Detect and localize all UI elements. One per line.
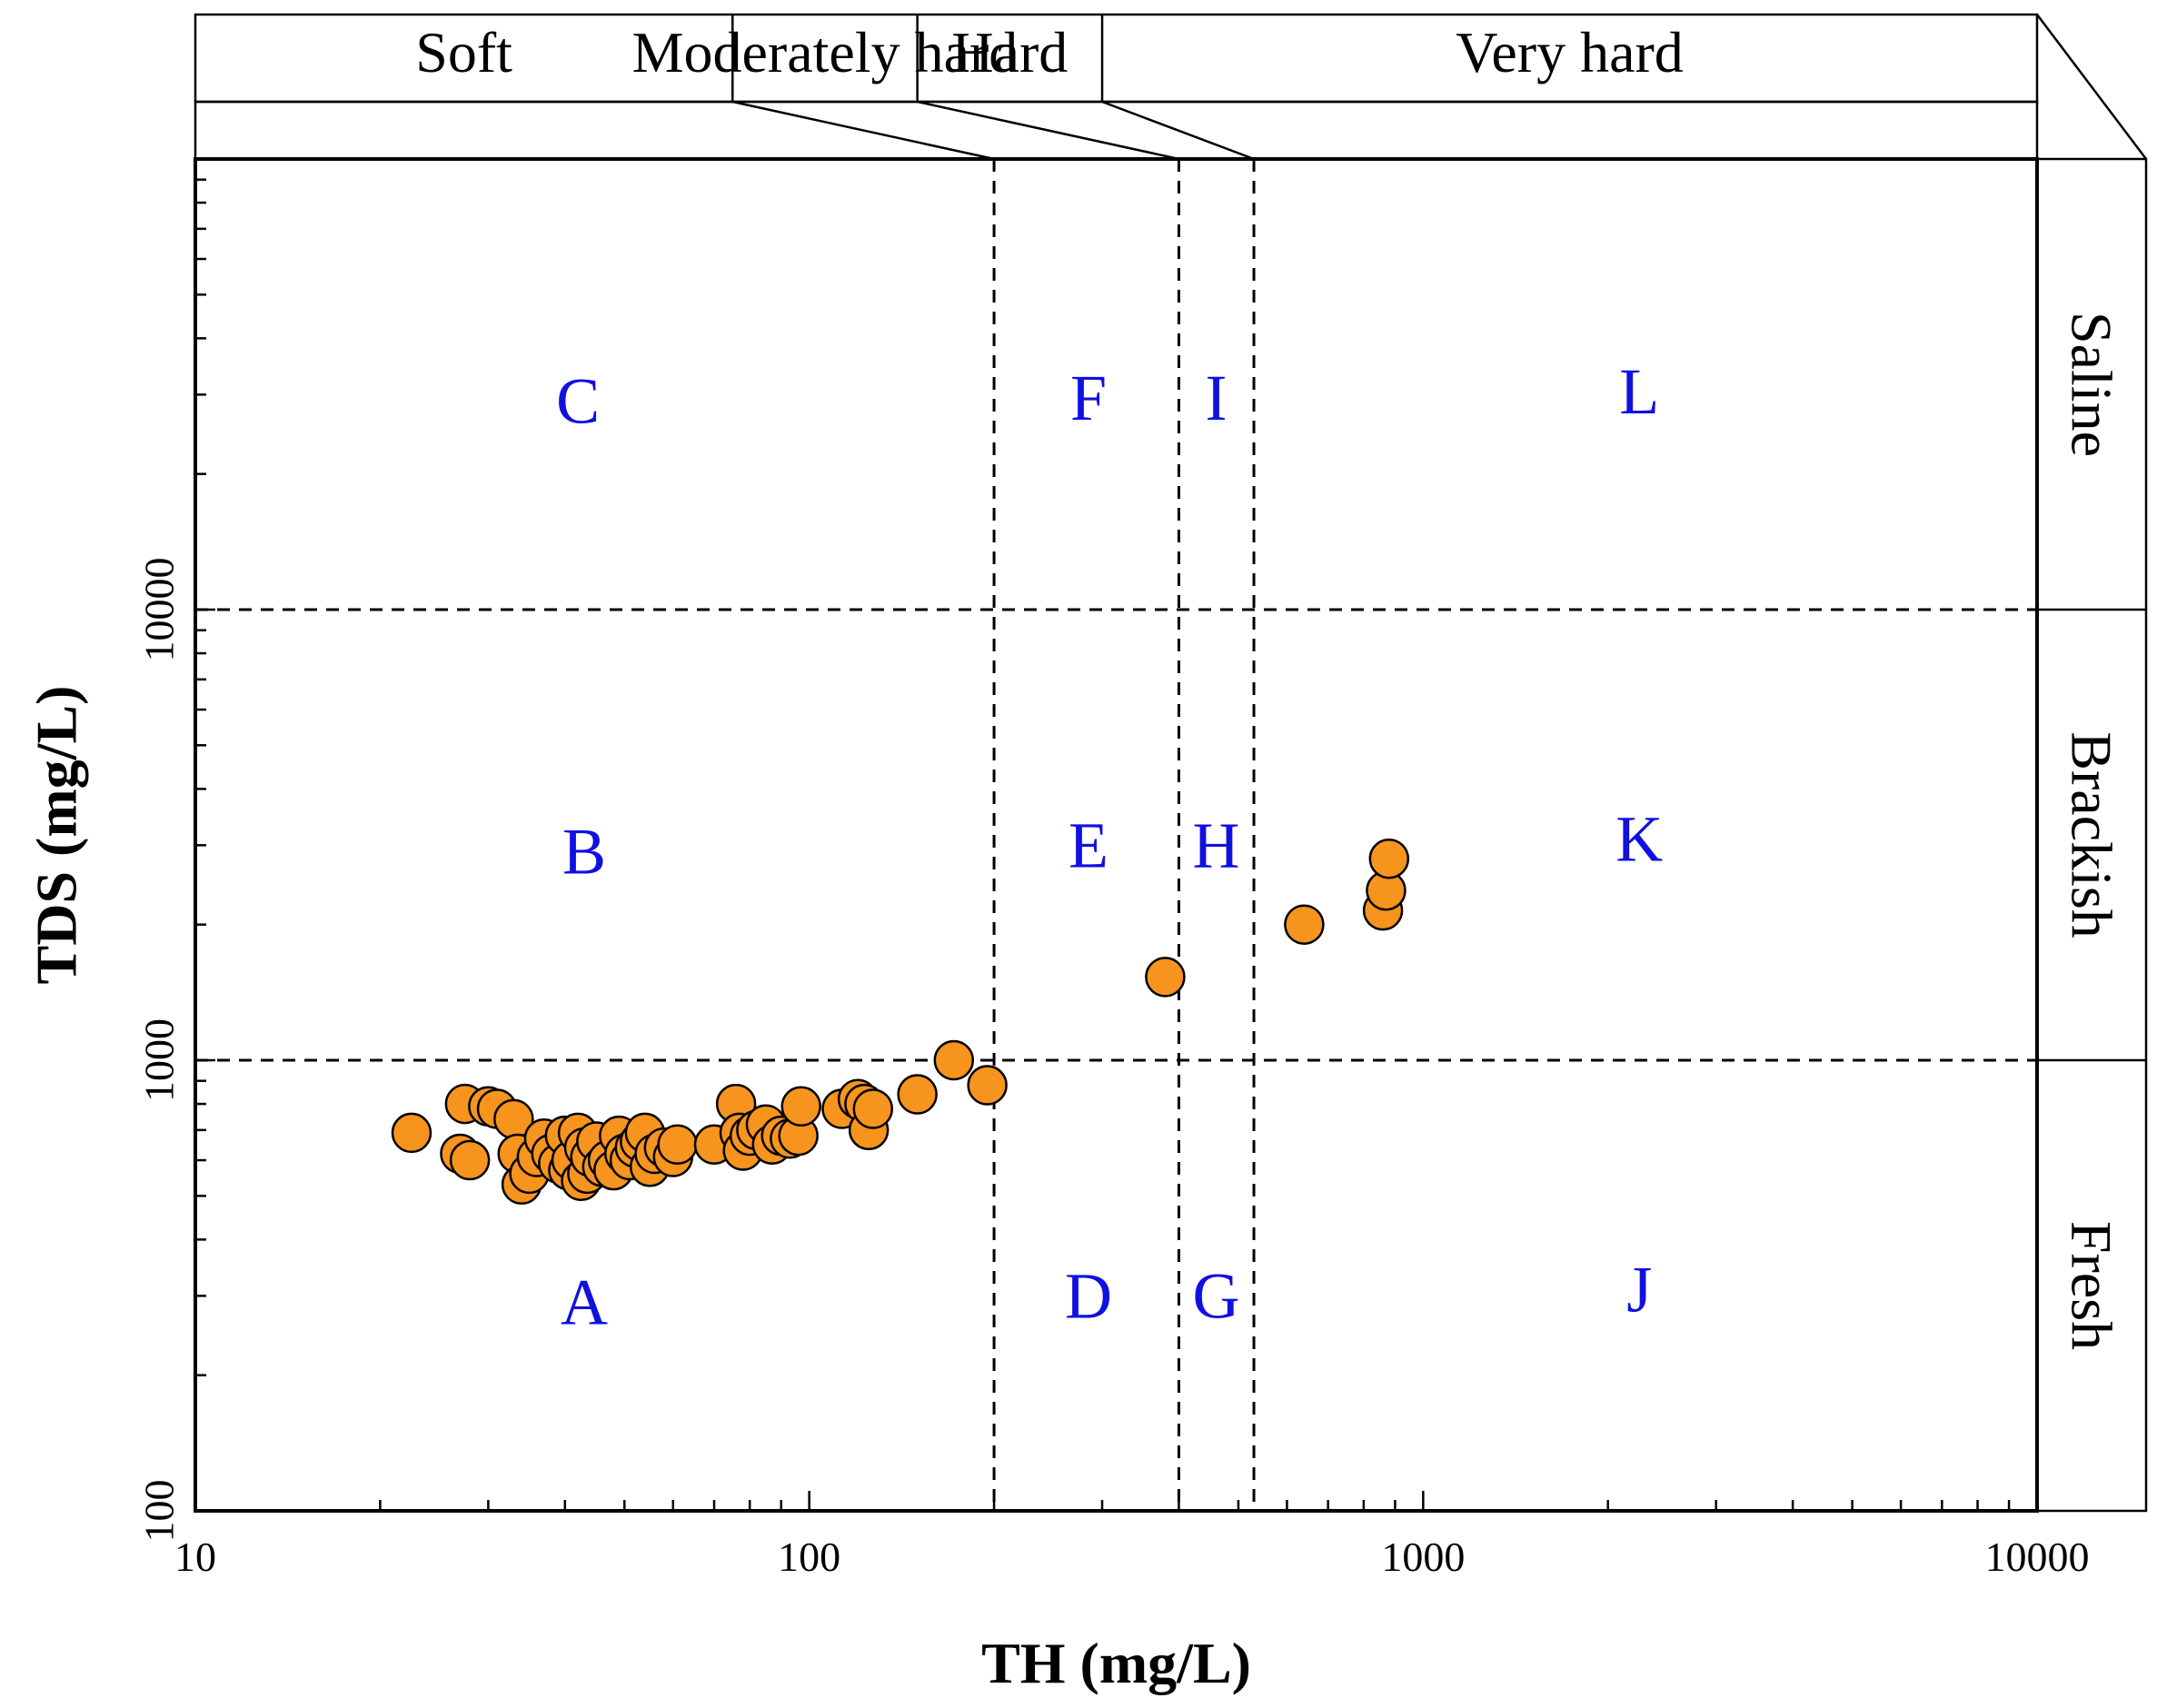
data-point: [391, 1112, 432, 1154]
data-point: [967, 1065, 1008, 1106]
salinity-band-label: Brackish: [2060, 731, 2124, 938]
hardness-connector-line: [731, 100, 995, 161]
salinity-sidebar: Fresh Brackish Saline: [2035, 14, 2148, 1513]
data-point: [897, 1074, 938, 1115]
data-points: [391, 838, 1410, 1206]
y-tick-label: 10000: [136, 558, 183, 662]
y-tick-label: 100: [136, 1480, 183, 1543]
hardness-connector-box: [194, 100, 2039, 161]
zone-label-d: D: [1065, 1259, 1112, 1332]
zone-label-j: J: [1626, 1253, 1652, 1326]
data-point: [1368, 838, 1410, 879]
data-point: [852, 1088, 894, 1129]
zone-label-f: F: [1070, 362, 1107, 434]
data-point: [1284, 904, 1325, 945]
x-axis-title: TH (mg/L): [981, 1631, 1251, 1695]
y-tick-label: 1000: [136, 1018, 183, 1102]
zone-label-k: K: [1615, 802, 1663, 875]
data-point: [449, 1139, 491, 1181]
x-tick-label: 10000: [1985, 1534, 2090, 1580]
hardness-band-label: Moderately hard: [632, 20, 1019, 84]
classification-dividers: [195, 159, 2037, 1511]
data-point: [657, 1124, 698, 1166]
hardness-connector-line: [1101, 100, 1255, 161]
plot-frame: [194, 157, 2039, 1513]
hardness-band-label: Hard: [951, 20, 1068, 84]
data-point: [1145, 957, 1186, 998]
zone-label-g: G: [1192, 1259, 1239, 1332]
hardness-band-label: Soft: [415, 20, 512, 84]
x-tick-label: 1000: [1381, 1534, 1465, 1580]
zone-label-e: E: [1069, 809, 1108, 881]
zone-label-b: B: [562, 816, 606, 889]
x-tick-label: 100: [778, 1534, 840, 1580]
data-point: [780, 1086, 821, 1127]
zone-label-a: A: [561, 1266, 608, 1339]
salinity-band-label: Saline: [2060, 312, 2124, 457]
zone-label-l: L: [1619, 355, 1659, 428]
zone-label-c: C: [556, 365, 600, 438]
hardness-connector-line: [917, 100, 1179, 161]
x-tick-label: 10: [174, 1534, 216, 1580]
sidebar-diagonal: [2036, 14, 2147, 160]
zone-labels: A B C D E F G H I J K L: [556, 355, 1663, 1339]
zone-label-i: I: [1205, 362, 1227, 434]
data-point: [933, 1039, 975, 1081]
y-axis-title: TDS (mg/L): [25, 686, 89, 985]
zone-label-h: H: [1192, 809, 1239, 881]
hardness-band-label: Very hard: [1456, 20, 1684, 84]
salinity-band-label: Fresh: [2060, 1221, 2124, 1350]
